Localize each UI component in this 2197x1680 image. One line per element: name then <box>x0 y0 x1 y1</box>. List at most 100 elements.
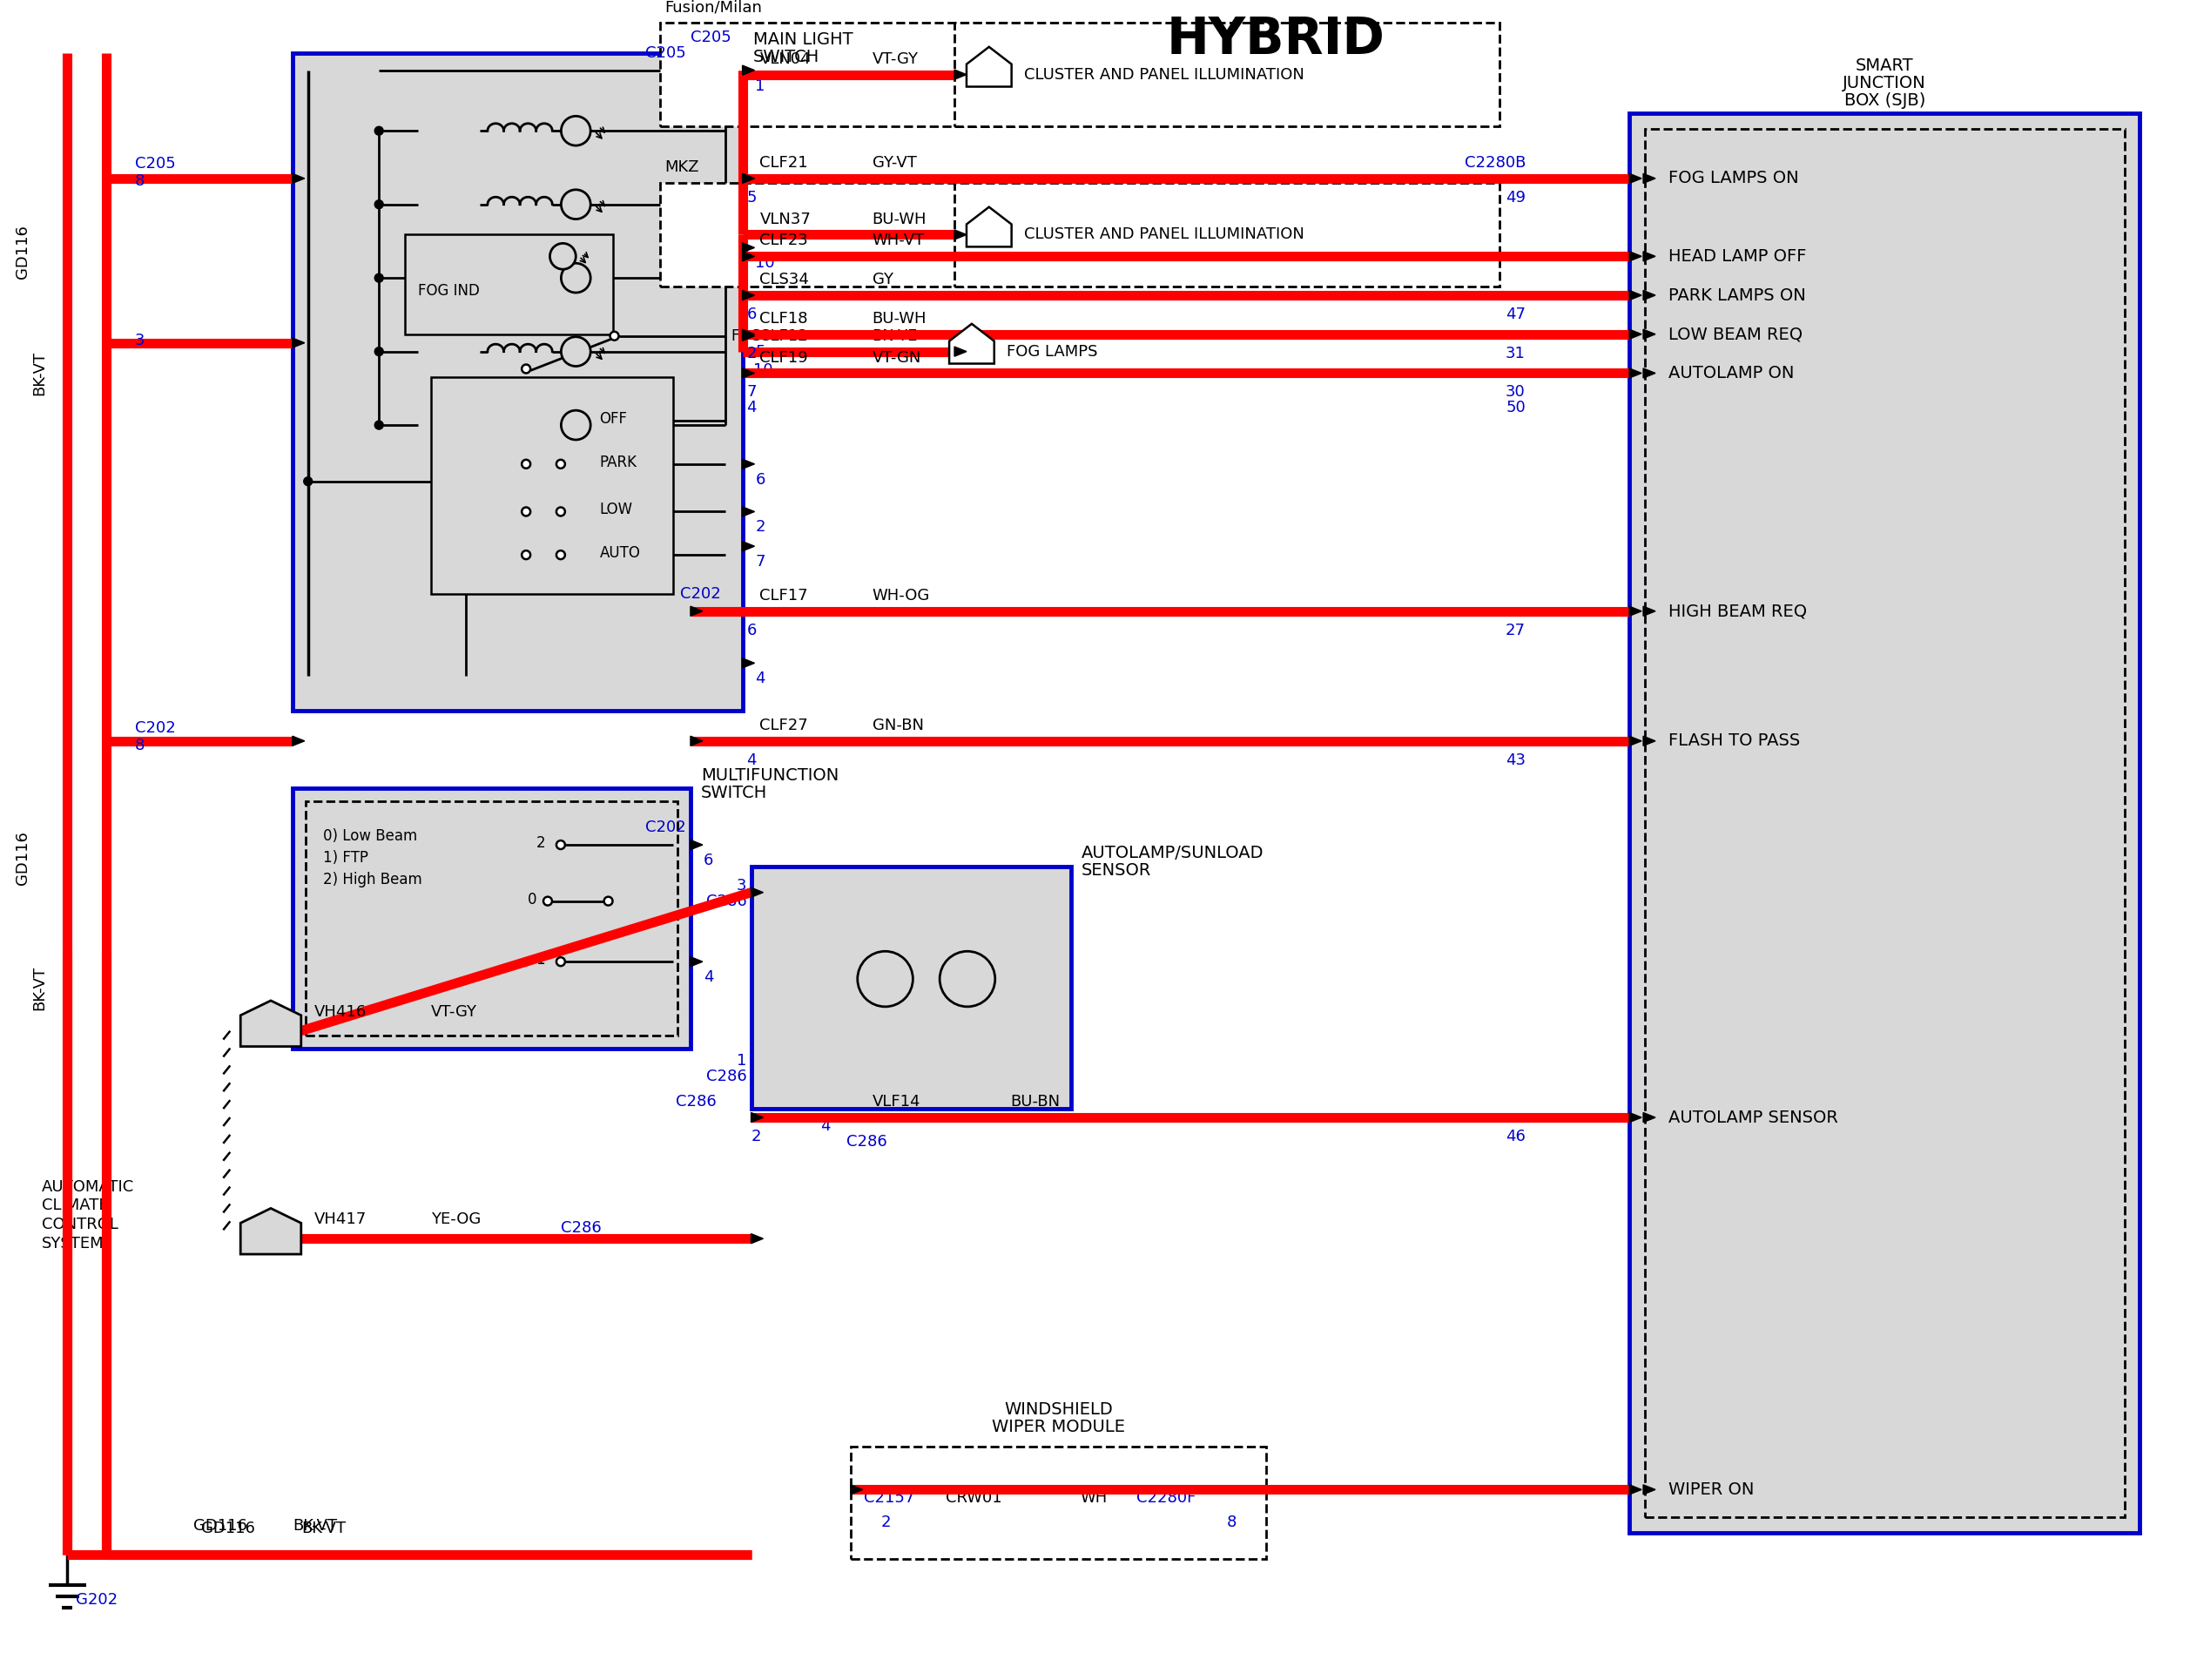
Polygon shape <box>1643 368 1654 378</box>
Bar <box>1646 129 2124 1517</box>
Text: SWITCH: SWITCH <box>701 785 767 801</box>
Polygon shape <box>1643 1485 1654 1495</box>
Circle shape <box>556 958 565 966</box>
Text: CLUSTER AND PANEL ILLUMINATION: CLUSTER AND PANEL ILLUMINATION <box>1024 227 1305 242</box>
Bar <box>661 183 1033 287</box>
Text: 10: 10 <box>756 255 776 270</box>
Circle shape <box>560 336 591 366</box>
Text: OFF: OFF <box>600 412 628 427</box>
Polygon shape <box>967 207 1011 247</box>
Text: VLN04: VLN04 <box>760 50 811 67</box>
Bar <box>292 788 690 1048</box>
Text: LOW BEAM REQ: LOW BEAM REQ <box>1668 326 1802 343</box>
Polygon shape <box>953 346 967 356</box>
Bar <box>292 54 743 711</box>
Polygon shape <box>1643 173 1654 183</box>
Text: PARK: PARK <box>600 455 637 470</box>
Text: BK-VT: BK-VT <box>301 1520 345 1537</box>
Bar <box>953 183 1501 287</box>
Bar <box>431 378 672 593</box>
Text: C202: C202 <box>681 586 721 601</box>
Polygon shape <box>690 958 703 966</box>
Text: HYBRID: HYBRID <box>1167 15 1384 66</box>
Circle shape <box>604 897 613 906</box>
Text: GD116: GD116 <box>193 1519 246 1534</box>
Circle shape <box>521 460 529 469</box>
Polygon shape <box>743 291 754 301</box>
Polygon shape <box>751 887 762 897</box>
Text: BK-VT: BK-VT <box>292 1519 336 1534</box>
Text: C2280B: C2280B <box>1463 155 1525 171</box>
Text: FOG LAMPS ON: FOG LAMPS ON <box>1668 170 1799 186</box>
Polygon shape <box>743 459 754 469</box>
Text: LOW: LOW <box>600 502 633 517</box>
Text: 27: 27 <box>1505 622 1525 638</box>
Text: BU-WH: BU-WH <box>872 311 927 326</box>
Polygon shape <box>292 338 305 348</box>
Text: 3: 3 <box>736 877 747 894</box>
Text: C205: C205 <box>690 30 732 45</box>
Text: PARK LAMPS ON: PARK LAMPS ON <box>1668 287 1806 304</box>
Circle shape <box>560 264 591 292</box>
Text: MULTIFUNCTION: MULTIFUNCTION <box>701 768 839 785</box>
Bar <box>661 22 1033 126</box>
Circle shape <box>521 551 529 559</box>
Polygon shape <box>743 507 754 516</box>
Polygon shape <box>1630 736 1641 746</box>
Polygon shape <box>743 659 754 669</box>
Polygon shape <box>1630 1112 1641 1122</box>
Text: WH-VT: WH-VT <box>872 234 925 249</box>
Text: C202: C202 <box>646 820 685 835</box>
Text: FLASH TO PASS: FLASH TO PASS <box>1668 732 1799 749</box>
Polygon shape <box>751 1112 762 1122</box>
Circle shape <box>376 274 382 282</box>
Circle shape <box>521 365 529 373</box>
Polygon shape <box>953 69 967 79</box>
Polygon shape <box>743 173 754 183</box>
Polygon shape <box>239 1001 301 1047</box>
Text: BU-WH: BU-WH <box>872 212 927 227</box>
Text: GY-VT: GY-VT <box>872 155 916 171</box>
Text: 7: 7 <box>747 385 756 400</box>
Text: 5: 5 <box>756 344 765 360</box>
Text: CLUSTER AND PANEL ILLUMINATION: CLUSTER AND PANEL ILLUMINATION <box>1024 67 1305 82</box>
Polygon shape <box>690 606 703 617</box>
Text: C286: C286 <box>846 1134 888 1149</box>
Text: 49: 49 <box>1505 190 1525 205</box>
Polygon shape <box>953 230 967 240</box>
Text: AUTOMATIC: AUTOMATIC <box>42 1179 134 1194</box>
Text: VT-GY: VT-GY <box>872 50 918 67</box>
Text: VT-GN: VT-GN <box>872 349 921 366</box>
Polygon shape <box>292 173 305 183</box>
Text: C205: C205 <box>134 156 176 171</box>
Polygon shape <box>1643 736 1654 746</box>
Polygon shape <box>1630 173 1641 183</box>
Polygon shape <box>1630 1485 1641 1495</box>
Text: MKZ: MKZ <box>663 160 699 175</box>
Polygon shape <box>690 840 703 850</box>
Circle shape <box>940 951 995 1006</box>
Text: C286: C286 <box>677 1094 716 1110</box>
Polygon shape <box>743 244 754 252</box>
Text: WH-OG: WH-OG <box>872 588 929 603</box>
Text: SYSTEM: SYSTEM <box>42 1236 103 1252</box>
Text: FOG IND: FOG IND <box>417 284 479 299</box>
Text: AUTO: AUTO <box>600 546 642 561</box>
Text: 6: 6 <box>747 622 756 638</box>
Text: SENSOR: SENSOR <box>1081 862 1151 879</box>
Text: FOG LAMPS: FOG LAMPS <box>1006 344 1096 360</box>
Text: C286: C286 <box>705 894 747 909</box>
Text: CLF12: CLF12 <box>760 328 808 344</box>
Polygon shape <box>239 1208 301 1255</box>
Text: HEAD LAMP OFF: HEAD LAMP OFF <box>1668 249 1806 264</box>
Text: HIGH BEAM REQ: HIGH BEAM REQ <box>1668 603 1806 620</box>
Text: 46: 46 <box>1505 1129 1525 1144</box>
Circle shape <box>376 348 382 356</box>
Text: SMART: SMART <box>1856 57 1914 74</box>
Text: 0: 0 <box>527 892 536 907</box>
Polygon shape <box>949 324 995 363</box>
Text: JUNCTION: JUNCTION <box>1843 76 1927 91</box>
Circle shape <box>560 116 591 146</box>
Circle shape <box>376 420 382 430</box>
Text: 2: 2 <box>881 1515 890 1530</box>
